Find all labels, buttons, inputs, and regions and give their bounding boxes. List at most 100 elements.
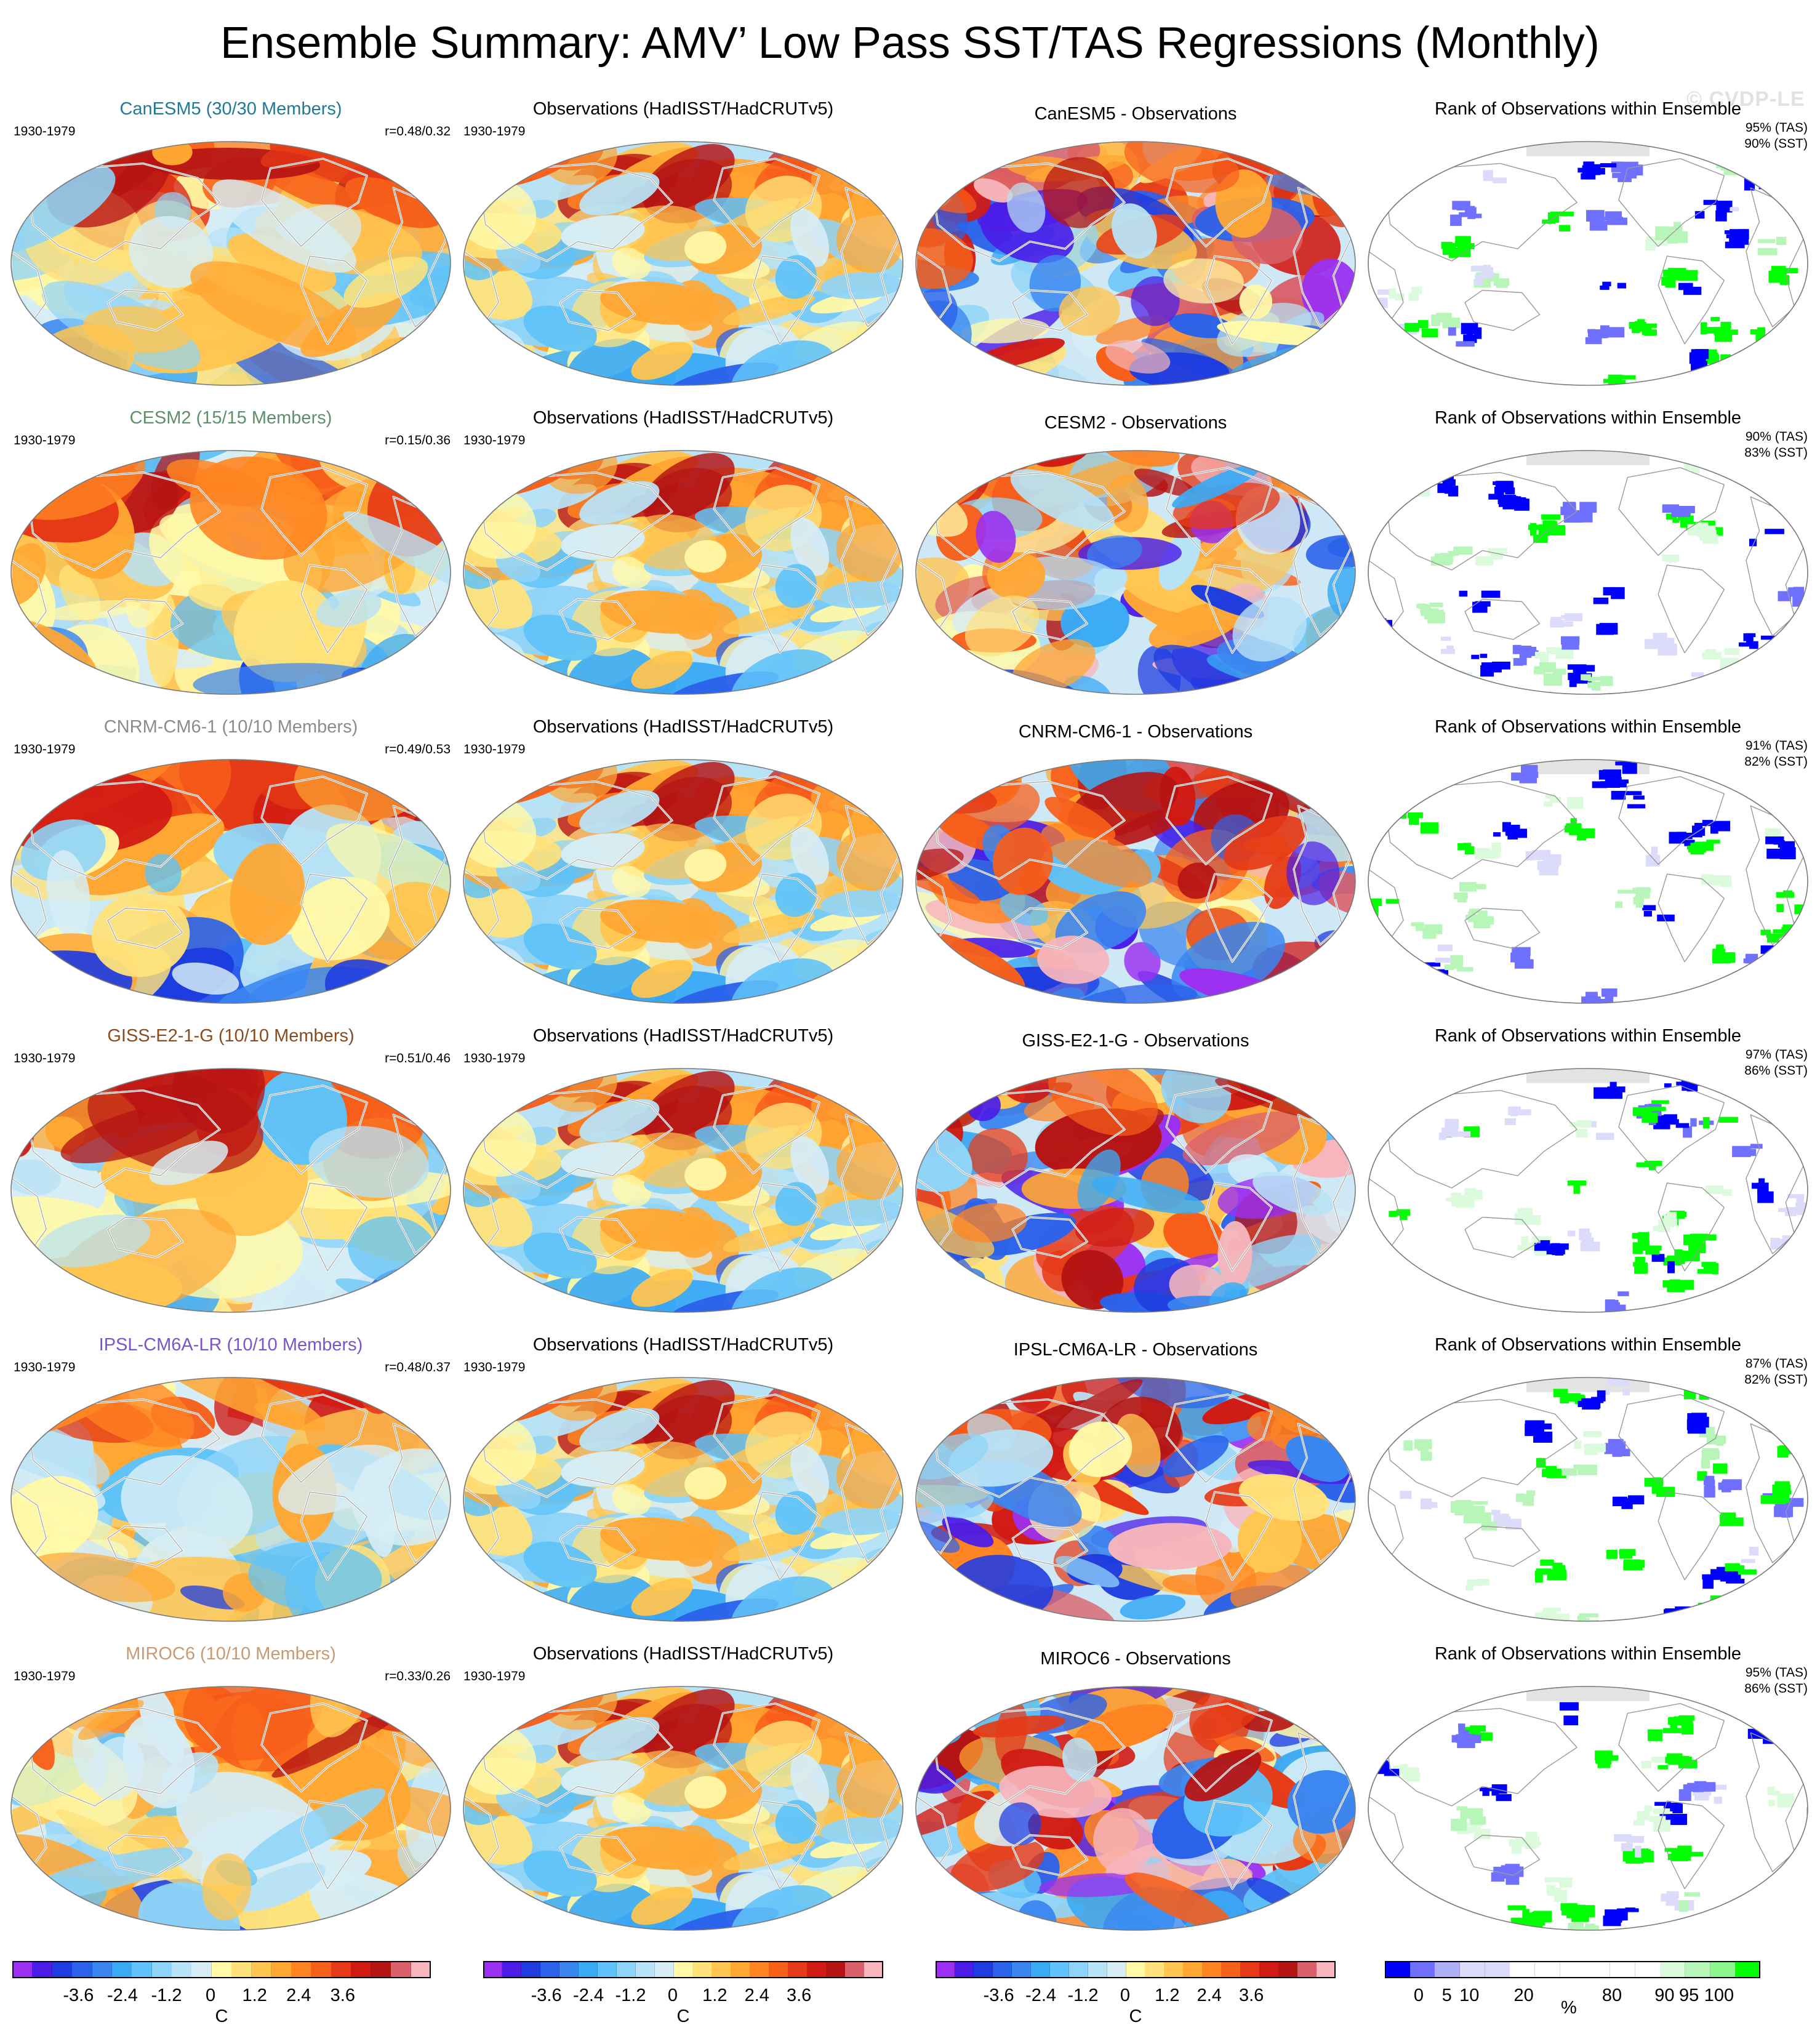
colorbar-tick-label: 90 — [1654, 1986, 1675, 2005]
colorbar-swatch — [1610, 1961, 1636, 1978]
rank-map — [1368, 759, 1808, 1004]
colorbar-swatch — [635, 1961, 655, 1978]
colorbar-tick-label: -3.6 — [63, 1986, 94, 2005]
colorbar-swatch — [750, 1961, 769, 1978]
model-panel-title: IPSL-CM6A-LR (10/10 Members) — [98, 1335, 363, 1355]
diff-panel-title: GISS-E2-1-G - Observations — [1022, 1031, 1249, 1051]
colorbar-swatch — [1030, 1961, 1051, 1978]
colorbar-swatch — [826, 1961, 846, 1978]
period-label: 1930-1979 — [14, 433, 76, 447]
colorbar-swatch — [1385, 1961, 1411, 1978]
colorbar-tick-label: -1.2 — [1067, 1986, 1099, 2005]
colorbar-tick-label: -2.4 — [1025, 1986, 1057, 2005]
colorbar-swatch — [1202, 1961, 1222, 1978]
colorbar-swatch — [578, 1961, 598, 1978]
diff-panel-title: IPSL-CM6A-LR - Observations — [1013, 1340, 1258, 1360]
period-label: 1930-1979 — [14, 124, 76, 138]
rank-map — [1368, 1686, 1808, 1931]
colorbar-swatch — [845, 1961, 865, 1978]
colorbar-swatch — [1011, 1961, 1032, 1978]
colorbar-swatch — [311, 1961, 332, 1978]
colorbar-swatch — [1126, 1961, 1145, 1978]
period-label: 1930-1979 — [14, 1669, 76, 1683]
colorbar-swatch — [954, 1961, 974, 1978]
colorbar-swatch — [807, 1961, 827, 1978]
period-label: 1930-1979 — [14, 1051, 76, 1065]
colorbar-swatch — [1460, 1961, 1486, 1978]
obs-panel-title: Observations (HadISST/HadCRUTv5) — [532, 1026, 834, 1046]
colorbar-tick-label: 95 — [1678, 1986, 1699, 2005]
correlation-label: r=0.51/0.46 — [385, 1051, 451, 1065]
rank-sst-pct: 82% (SST) — [1744, 755, 1808, 769]
rank-tas-pct: 97% (TAS) — [1745, 1048, 1808, 1062]
colorbar-swatch — [1183, 1961, 1203, 1978]
rank-panel-title: Rank of Observations within Ensemble — [1434, 408, 1742, 428]
colorbar-unit-label: % — [1560, 1998, 1577, 2018]
obs-regression-map — [463, 1068, 904, 1313]
rank-sst-pct: 86% (SST) — [1744, 1064, 1808, 1078]
colorbar-swatch — [151, 1961, 172, 1978]
rank-panel-title: Rank of Observations within Ensemble — [1434, 99, 1742, 119]
colorbar-swatch — [351, 1961, 372, 1978]
colorbar-tick-label: 5 — [1441, 1986, 1452, 2005]
colorbar-swatch — [1409, 1961, 1435, 1978]
colorbar-frame — [1385, 1961, 1760, 1978]
colorbar-swatch — [1068, 1961, 1089, 1978]
colorbar-swatch — [731, 1961, 750, 1978]
colorbar-swatch — [1685, 1961, 1711, 1978]
colorbar-tick-label: 3.6 — [786, 1986, 812, 2005]
colorbar-swatch — [936, 1961, 955, 1978]
rank-map — [1368, 1377, 1808, 1622]
colorbar-swatch — [1535, 1961, 1561, 1978]
colorbar-unit-label: C — [1129, 2007, 1142, 2026]
colorbar-swatch — [1735, 1961, 1761, 1978]
rank-panel-title: Rank of Observations within Ensemble — [1434, 717, 1742, 737]
colorbar-swatch — [712, 1961, 731, 1978]
colorbar-tick-label: 2.4 — [286, 1986, 311, 2005]
colorbar-tick-label: -1.2 — [615, 1986, 646, 2005]
colorbar-swatch — [1107, 1961, 1126, 1978]
colorbar-unit-label: C — [215, 2007, 228, 2026]
rank-sst-pct: 82% (SST) — [1744, 1373, 1808, 1387]
correlation-label: r=0.33/0.26 — [385, 1669, 451, 1683]
colorbar-swatch — [864, 1961, 884, 1978]
model-regression-map — [10, 759, 451, 1004]
colorbar-swatch — [769, 1961, 788, 1978]
rank-panel-title: Rank of Observations within Ensemble — [1434, 1026, 1742, 1046]
colorbar-swatch — [1088, 1961, 1108, 1978]
colorbar-frame — [12, 1961, 431, 1978]
colorbar-tick-label: 100 — [1704, 1986, 1734, 2005]
colorbar-tick-label: -2.4 — [106, 1986, 138, 2005]
colorbar-tick-label: 20 — [1513, 1986, 1534, 2005]
colorbar-tick-label: 2.4 — [1197, 1986, 1222, 2005]
colorbar-swatch — [1145, 1961, 1165, 1978]
colorbar-swatch — [1240, 1961, 1260, 1978]
colorbar-swatch — [502, 1961, 522, 1978]
rank-colorbar: 0 5 10 20 80 90 95 100% — [1385, 1961, 1761, 2029]
colorbar-tick-label: 1.2 — [1155, 1986, 1180, 2005]
colorbar-swatch — [654, 1961, 674, 1978]
colorbar-tick-label: 2.4 — [744, 1986, 769, 2005]
model-panel-title: CESM2 (15/15 Members) — [129, 408, 332, 428]
model-panel-title: CNRM-CM6-1 (10/10 Members) — [103, 717, 358, 737]
obs-panel-title: Observations (HadISST/HadCRUTv5) — [532, 1644, 834, 1664]
colorbar-swatch — [1660, 1961, 1686, 1978]
model-panel-title: CanESM5 (30/30 Members) — [119, 99, 342, 119]
colorbar-swatch — [1635, 1961, 1661, 1978]
colorbar-swatch — [521, 1961, 541, 1978]
colorbar-swatch — [1297, 1961, 1317, 1978]
colorbar-tick-label: 0 — [1120, 1986, 1130, 2005]
rank-map — [1368, 1068, 1808, 1313]
model-regression-map — [10, 1068, 451, 1313]
correlation-label: r=0.48/0.37 — [385, 1360, 451, 1374]
period-label: 1930-1979 — [463, 1360, 526, 1374]
period-label: 1930-1979 — [463, 433, 526, 447]
period-label: 1930-1979 — [14, 1360, 76, 1374]
colorbar-swatch — [1278, 1961, 1298, 1978]
colorbar-swatch — [271, 1961, 292, 1978]
colorbar-swatch — [1510, 1961, 1536, 1978]
period-label: 1930-1979 — [463, 124, 526, 138]
colorbar-swatch — [111, 1961, 132, 1978]
obs-panel-title: Observations (HadISST/HadCRUTv5) — [532, 408, 834, 428]
obs-regression-map — [463, 141, 904, 386]
